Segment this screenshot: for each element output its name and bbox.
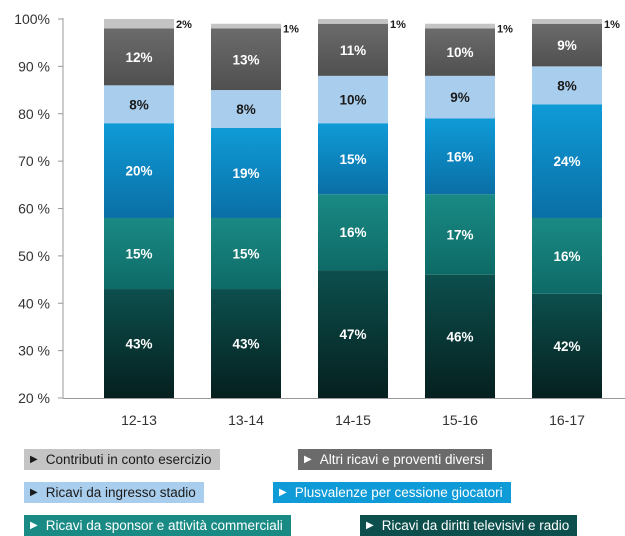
data-label: 2% — [176, 19, 192, 31]
bar-segment — [104, 289, 174, 398]
legend-item-diritti-tv: ▶ Ricavi da diritti televisivi e radio — [360, 515, 578, 536]
x-tick-label: 13-14 — [228, 412, 264, 428]
bar-segment — [211, 23, 281, 29]
bar-segment — [211, 28, 281, 91]
data-label: 47% — [339, 327, 366, 342]
bar-segment — [104, 28, 174, 86]
bar-segment — [532, 23, 602, 67]
legend-item-plusvalenze: ▶ Plusvalenze per cessione giocatori — [273, 482, 511, 503]
bar-segment — [211, 127, 281, 218]
data-label: 15% — [232, 247, 259, 262]
y-tick-label: 90 % — [18, 58, 50, 74]
bar-segment — [318, 75, 388, 124]
legend-label: Ricavi da ingresso stadio — [45, 485, 196, 500]
bar-segment — [318, 194, 388, 271]
data-label: 10% — [339, 93, 366, 108]
y-tick-label: 60 % — [18, 201, 50, 217]
data-label: 16% — [553, 249, 580, 264]
bar-segment — [104, 217, 174, 290]
play-arrow-icon: ▶ — [30, 487, 38, 498]
data-label: 20% — [125, 164, 152, 179]
bar-segment — [532, 104, 602, 218]
play-arrow-icon: ▶ — [30, 454, 38, 465]
bar-segment — [532, 19, 602, 24]
bar-segment — [318, 270, 388, 398]
bar-segment — [318, 123, 388, 195]
play-arrow-icon: ▶ — [30, 520, 38, 531]
legend-label: Ricavi da sponsor e attività commerciali — [45, 518, 283, 533]
data-label: 1% — [497, 24, 513, 36]
bar-segment — [425, 274, 495, 398]
data-label: 10% — [446, 45, 473, 60]
data-label: 19% — [232, 166, 259, 181]
x-tick-label: 15-16 — [442, 412, 478, 428]
data-label: 24% — [553, 154, 580, 169]
legend-item-altri-ricavi: ▶ Altri ricavi e proventi diversi — [298, 449, 493, 470]
x-tick-label: 12-13 — [121, 412, 157, 428]
data-label: 9% — [557, 38, 577, 53]
data-label: 1% — [390, 19, 406, 31]
data-label: 43% — [125, 337, 152, 352]
data-label: 9% — [450, 90, 470, 105]
data-label: 16% — [339, 225, 366, 240]
data-label: 1% — [604, 19, 620, 31]
stacked-bar-chart: 43% 15% 20% 8% 12% 2% 43% 15% 19% 8% 13% 1% 47% 16% 15… — [14, 11, 625, 428]
y-tick-label: 40 % — [18, 295, 50, 311]
data-label: 46% — [446, 329, 473, 344]
y-tick-label: 20 % — [18, 390, 50, 406]
legend-label: Altri ricavi e proventi diversi — [319, 452, 485, 467]
data-label: 12% — [125, 50, 152, 65]
data-label: 8% — [236, 102, 256, 117]
bar-segment — [211, 90, 281, 128]
legend-item-sponsor: ▶ Ricavi da sponsor e attività commercia… — [24, 515, 291, 536]
bar-segment — [211, 217, 281, 290]
data-label: 15% — [125, 247, 152, 262]
x-tick-label: 16-17 — [549, 412, 585, 428]
legend-label: Plusvalenze per cessione giocatori — [294, 485, 503, 500]
bar-segment — [104, 19, 174, 29]
data-label: 8% — [129, 97, 149, 112]
bar-segment — [425, 23, 495, 29]
data-label: 16% — [446, 149, 473, 164]
data-label: 42% — [553, 339, 580, 354]
data-label: 1% — [283, 24, 299, 36]
axes: 20 % 30 % 40 % 50 % 60 % 70 % 80 % 90 % 100% 12-1… — [14, 11, 625, 428]
data-label: 11% — [340, 43, 366, 58]
bar-segment — [425, 194, 495, 275]
y-tick-label: 30 % — [18, 343, 50, 359]
play-arrow-icon: ▶ — [366, 520, 374, 531]
y-tick-label: 50 % — [18, 248, 50, 264]
bar-segment — [318, 23, 388, 76]
legend-item-ingresso-stadio: ▶ Ricavi da ingresso stadio — [24, 482, 204, 503]
y-tick-label: 100% — [14, 11, 50, 27]
bar-segment — [532, 66, 602, 105]
bar-segment — [104, 123, 174, 218]
bar-segment — [425, 28, 495, 76]
legend-item-contributi: ▶ Contributi in conto esercizio — [24, 449, 220, 470]
bar-segment — [104, 85, 174, 124]
bar-segment — [532, 293, 602, 398]
y-tick-label: 70 % — [18, 153, 50, 169]
data-label: 8% — [557, 78, 577, 93]
data-label: 43% — [232, 337, 259, 352]
data-label: 13% — [232, 52, 259, 67]
play-arrow-icon: ▶ — [279, 487, 287, 498]
bar-segment — [532, 217, 602, 294]
bars-layer: 43% 15% 20% 8% 12% 2% 43% 15% 19% 8% 13% 1% 47% 16% 15… — [104, 19, 620, 398]
legend-label: Ricavi da diritti televisivi e radio — [381, 518, 570, 533]
bar-segment — [211, 289, 281, 398]
data-label: 15% — [339, 152, 366, 167]
data-label: 17% — [446, 228, 473, 243]
x-tick-label: 14-15 — [335, 412, 371, 428]
bar-segment — [425, 118, 495, 195]
bar-segment — [318, 19, 388, 24]
y-tick-label: 80 % — [18, 106, 50, 122]
legend-label: Contributi in conto esercizio — [45, 452, 212, 467]
bar-segment — [425, 75, 495, 119]
play-arrow-icon: ▶ — [304, 454, 312, 465]
